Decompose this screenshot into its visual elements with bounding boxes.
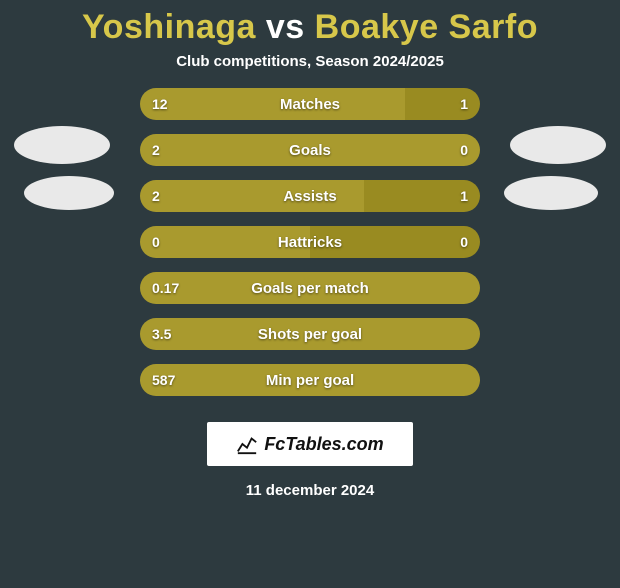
value-left: 587 bbox=[152, 364, 175, 396]
logo-text: FcTables.com bbox=[264, 434, 383, 455]
value-right: 1 bbox=[460, 180, 468, 212]
value-right: 0 bbox=[460, 226, 468, 258]
value-left: 2 bbox=[152, 180, 160, 212]
value-left: 3.5 bbox=[152, 318, 171, 350]
title-vs: vs bbox=[266, 8, 305, 46]
bar-right bbox=[310, 226, 480, 258]
bar-left bbox=[140, 226, 310, 258]
bar-right bbox=[405, 88, 480, 120]
stat-row: 21Assists bbox=[140, 180, 480, 212]
avatar-player2-bottom bbox=[504, 176, 598, 210]
value-left: 12 bbox=[152, 88, 168, 120]
value-left: 0.17 bbox=[152, 272, 179, 304]
chart-icon bbox=[236, 433, 258, 455]
value-right: 1 bbox=[460, 88, 468, 120]
avatar-player1-bottom bbox=[24, 176, 114, 210]
bar-left bbox=[140, 180, 364, 212]
bar-left bbox=[140, 272, 480, 304]
stat-row: 587Min per goal bbox=[140, 364, 480, 396]
value-left: 0 bbox=[152, 226, 160, 258]
title-player1: Yoshinaga bbox=[82, 8, 256, 46]
stat-row: 20Goals bbox=[140, 134, 480, 166]
date-text: 11 december 2024 bbox=[0, 482, 620, 499]
value-right: 0 bbox=[460, 134, 468, 166]
bar-left bbox=[140, 318, 480, 350]
stat-row: 121Matches bbox=[140, 88, 480, 120]
subtitle: Club competitions, Season 2024/2025 bbox=[0, 53, 620, 70]
page-title: Yoshinaga vs Boakye Sarfo bbox=[0, 8, 620, 47]
stat-row: 3.5Shots per goal bbox=[140, 318, 480, 350]
bar-left bbox=[140, 364, 480, 396]
title-player2: Boakye Sarfo bbox=[315, 8, 538, 46]
avatar-player2-top bbox=[510, 126, 606, 164]
stat-row: 0.17Goals per match bbox=[140, 272, 480, 304]
logo-box: FcTables.com bbox=[207, 422, 413, 466]
bar-left bbox=[140, 88, 405, 120]
avatar-player1-top bbox=[14, 126, 110, 164]
stat-row: 00Hattricks bbox=[140, 226, 480, 258]
bar-left bbox=[140, 134, 480, 166]
value-left: 2 bbox=[152, 134, 160, 166]
stat-rows: 121Matches20Goals21Assists00Hattricks0.1… bbox=[140, 88, 480, 396]
